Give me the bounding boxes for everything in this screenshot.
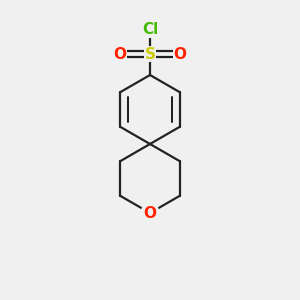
Text: O: O bbox=[143, 206, 157, 220]
Text: S: S bbox=[145, 46, 155, 62]
Text: O: O bbox=[113, 46, 127, 62]
Text: O: O bbox=[173, 46, 187, 62]
Circle shape bbox=[141, 204, 159, 222]
Text: Cl: Cl bbox=[142, 22, 158, 38]
